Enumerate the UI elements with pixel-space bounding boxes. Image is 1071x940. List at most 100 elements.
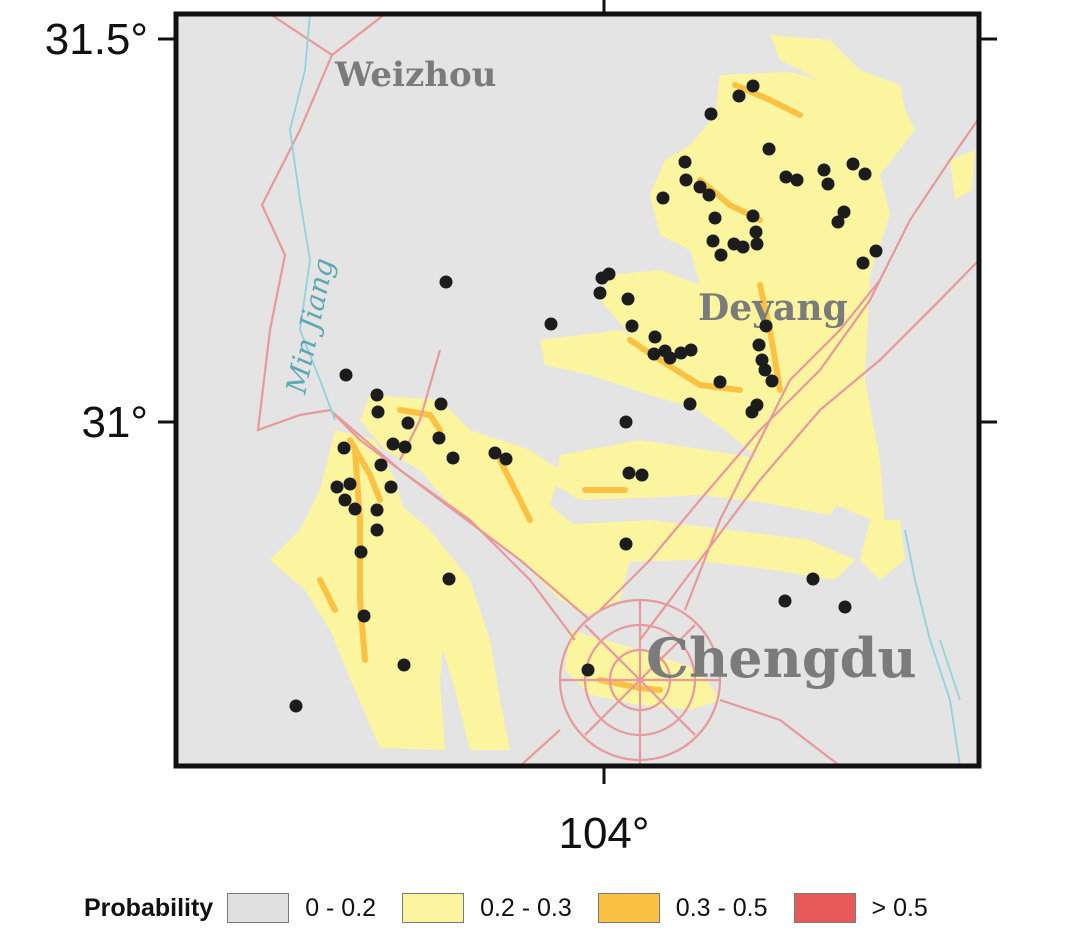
- landslide-point: [663, 351, 677, 365]
- landslide-point: [779, 170, 793, 184]
- landslide-point: [869, 244, 883, 258]
- landslide-point: [370, 523, 384, 537]
- legend-swatch-0-0.2: [227, 893, 290, 923]
- legend-label-0.3-0.5: 0.3 - 0.5: [675, 893, 768, 922]
- landslide-point: [619, 537, 633, 551]
- landslide-point: [488, 446, 502, 460]
- river-line: [289, 14, 961, 766]
- landslide-point: [343, 477, 357, 491]
- landslide-point: [581, 663, 595, 677]
- landslide-point: [398, 440, 412, 454]
- landslide-point: [499, 452, 513, 466]
- landslide-point: [648, 330, 662, 344]
- landslide-point: [374, 458, 388, 472]
- landslide-point: [762, 142, 776, 156]
- landslide-point: [371, 405, 385, 419]
- landslide-point: [338, 493, 352, 507]
- landslide-point: [708, 211, 722, 225]
- legend-title: Probability: [84, 893, 214, 922]
- landslide-point: [384, 480, 398, 494]
- landslide-points: [289, 79, 883, 713]
- landslide-point: [684, 343, 698, 357]
- city-label-chengdu: Chengdu: [646, 626, 917, 690]
- landslide-point: [752, 338, 766, 352]
- landslide-point: [442, 572, 456, 586]
- landslide-point: [339, 368, 353, 382]
- landslide-point: [858, 167, 872, 181]
- landslide-point: [289, 699, 303, 713]
- landslide-point: [749, 225, 763, 239]
- y-tick-label-31: 31°: [81, 398, 148, 447]
- legend-swatch-0.2-0.3: [402, 893, 465, 923]
- probability-surface: Weizhou Deyang Chengdu Min Jiang: [256, 14, 979, 766]
- landslide-point: [397, 658, 411, 672]
- landslide-point: [713, 375, 727, 389]
- landslide-point: [817, 163, 831, 177]
- landslide-point: [714, 248, 728, 262]
- landslide-point: [679, 173, 693, 187]
- landslide-point: [846, 157, 860, 171]
- landslide-point: [625, 319, 639, 333]
- landslide-point: [678, 155, 692, 169]
- landslide-point: [821, 177, 835, 191]
- landslide-point: [330, 480, 344, 494]
- legend-item-0.3-0.5: 0.3 - 0.5: [597, 893, 768, 923]
- landslide-point: [745, 405, 759, 419]
- x-tick-label-104: 104°: [558, 809, 649, 858]
- landslide-point: [732, 89, 746, 103]
- landslide-point: [759, 319, 773, 333]
- city-label-deyang: Deyang: [698, 287, 848, 329]
- landslide-point: [593, 286, 607, 300]
- landslide-point: [544, 317, 558, 331]
- landslide-point: [446, 451, 460, 465]
- y-tick-label-31.5: 31.5°: [45, 15, 148, 64]
- landslide-point: [856, 256, 870, 270]
- landslide-point: [806, 572, 820, 586]
- landslide-point: [746, 209, 760, 223]
- landslide-point: [765, 374, 779, 388]
- landslide-point: [386, 437, 400, 451]
- landslide-point: [432, 431, 446, 445]
- legend-item-0.2-0.3: 0.2 - 0.3: [402, 893, 572, 923]
- landslide-point: [348, 502, 362, 516]
- landslide-point: [602, 267, 616, 281]
- landslide-point: [635, 468, 649, 482]
- landslide-point: [736, 240, 750, 254]
- landslide-point: [838, 600, 852, 614]
- landslide-point: [354, 545, 368, 559]
- legend-label-gt-0.5: > 0.5: [871, 893, 928, 922]
- landslide-point: [647, 347, 661, 361]
- legend-label-0-0.2: 0 - 0.2: [305, 893, 377, 922]
- landslide-point: [755, 353, 769, 367]
- landslide-point: [674, 346, 688, 360]
- landslide-point: [704, 107, 718, 121]
- landslide-point: [401, 416, 415, 430]
- tick-marks: [158, 0, 997, 784]
- landslide-point: [702, 188, 716, 202]
- legend-label-0.2-0.3: 0.2 - 0.3: [480, 893, 572, 922]
- landslide-point: [622, 466, 636, 480]
- landslide-point: [706, 234, 720, 248]
- map-frame: [173, 11, 982, 769]
- landslide-point: [758, 363, 772, 377]
- landslide-point: [750, 237, 764, 251]
- legend-swatch-0.3-0.5: [597, 893, 660, 923]
- legend-item-gt-0.5: > 0.5: [793, 893, 928, 923]
- landslide-point: [337, 441, 351, 455]
- landslide-point: [746, 79, 760, 93]
- landslide-point: [778, 594, 792, 608]
- landslide-point: [831, 215, 845, 229]
- landslide-point: [621, 292, 635, 306]
- landslide-point: [693, 180, 707, 194]
- city-label-weizhou: Weizhou: [334, 55, 496, 95]
- landslide-point: [619, 415, 633, 429]
- landslide-point: [370, 503, 384, 517]
- landslide-point: [683, 397, 697, 411]
- landslide-point: [837, 205, 851, 219]
- landslide-point: [434, 397, 448, 411]
- legend: Probability 0 - 0.2 0.2 - 0.3 0.3 - 0.5 …: [84, 888, 1071, 928]
- legend-swatch-gt-0.5: [793, 893, 856, 923]
- roads: [256, 14, 979, 766]
